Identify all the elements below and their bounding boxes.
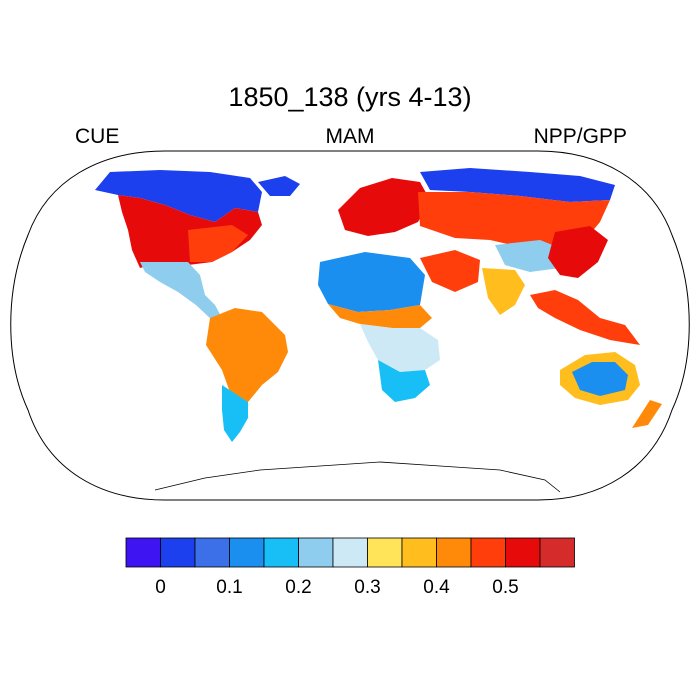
colorbar-box-8 [401, 537, 437, 568]
colorbar-box-6 [332, 537, 368, 568]
colorbar-tick-label: 0.4 [423, 577, 450, 598]
world-map [10, 150, 690, 501]
map-border [10, 150, 690, 501]
colorbar-tick-label: 0.2 [285, 577, 311, 598]
colorbar-box-4 [263, 537, 299, 568]
colorbar-box-9 [436, 537, 472, 568]
colorbar-box-0 [125, 537, 161, 568]
colorbar-tick-label: 0.3 [354, 577, 380, 598]
units-label: NPP/GPP [533, 125, 627, 148]
region-southern-africa [378, 360, 430, 402]
colorbar-tick-label: 0.5 [492, 577, 518, 598]
colorbar-box-5 [298, 537, 334, 568]
colorbar-box-12 [539, 537, 575, 568]
colorbar-box-7 [367, 537, 403, 568]
colorbar-tick-label: 0 [155, 577, 166, 598]
region-eastern-us [188, 225, 248, 262]
region-sahel [328, 304, 432, 328]
region-australia-interior [572, 362, 628, 396]
region-patagonia [222, 385, 248, 442]
region-sahara [318, 252, 425, 312]
region-tibet [495, 240, 565, 272]
region-new-zealand [632, 400, 662, 428]
region-amazon [206, 308, 288, 402]
colorbar-box-3 [229, 537, 265, 568]
plot-title: 1850_138 (yrs 4-13) [228, 82, 472, 112]
region-greenland-coast [258, 176, 300, 196]
region-mexico-central-america [140, 262, 222, 320]
region-middle-east [420, 250, 480, 292]
region-central-africa [360, 324, 440, 372]
region-india [482, 268, 525, 315]
region-europe [338, 178, 430, 236]
region-southeast-asia [530, 290, 640, 345]
colorbar-box-2 [194, 537, 230, 568]
variable-label: CUE [75, 125, 120, 148]
region-northern-siberia [420, 168, 615, 202]
region-east-asia [548, 226, 608, 278]
season-label: MAM [325, 125, 375, 148]
antarctica-outline [154, 461, 561, 493]
colorbar-box-10 [470, 537, 506, 568]
colorbar-tick-label: 0.1 [216, 577, 242, 598]
map-field [95, 168, 662, 493]
colorbar: 0 0.1 0.2 0.3 0.4 0.5 [125, 537, 575, 598]
region-arctic-canada [95, 170, 262, 222]
colorbar-box-1 [160, 537, 196, 568]
colorbar-box-11 [505, 537, 541, 568]
